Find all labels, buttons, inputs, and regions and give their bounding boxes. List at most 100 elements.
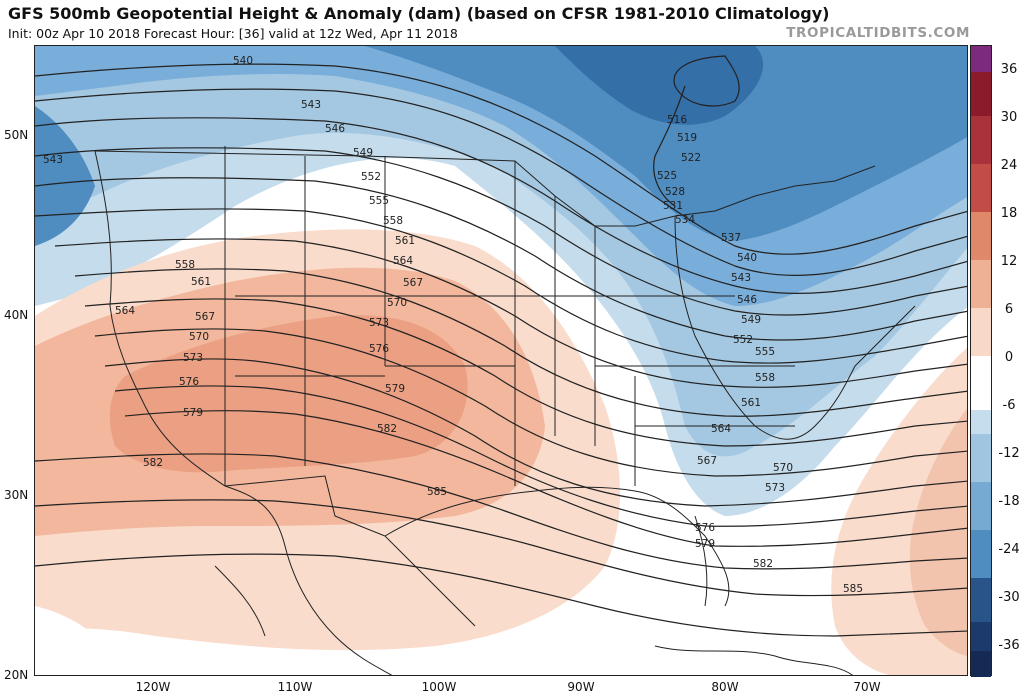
contour-label: 561	[395, 235, 415, 247]
contour-label: 567	[195, 311, 215, 323]
colorbar-segment	[971, 434, 991, 482]
contour-label: 567	[697, 455, 717, 467]
anomaly-negative-west	[35, 106, 95, 246]
contour-label: 570	[387, 297, 407, 309]
colorbar-tick: 12	[1000, 254, 1018, 269]
colorbar-tick: -24	[998, 542, 1020, 557]
colorbar-segment	[971, 622, 991, 651]
contour-label: 531	[663, 200, 683, 212]
map-title: GFS 500mb Geopotential Height & Anomaly …	[8, 4, 830, 23]
colorbar-tick: 6	[1004, 302, 1014, 317]
lon-label: 120W	[135, 680, 171, 694]
lon-label: 70W	[853, 680, 881, 694]
contour-label: 570	[773, 462, 793, 474]
brand-watermark[interactable]: TROPICALTIDBITS.COM	[786, 25, 970, 41]
map-subtitle: Init: 00z Apr 10 2018 Forecast Hour: [36…	[8, 26, 458, 41]
map-canvas: 540 543 546 549 552 555 558 561 564 567 …	[35, 46, 967, 675]
lat-label: 50N	[4, 128, 29, 142]
colorbar-tick: -18	[998, 494, 1020, 509]
contour-label: 582	[753, 558, 773, 570]
contour-label: 585	[843, 583, 863, 595]
anomaly-southwest-pocket	[35, 606, 124, 675]
contour-label: 558	[383, 215, 403, 227]
contour-label: 540	[737, 252, 757, 264]
contour-label: 582	[377, 423, 397, 435]
lon-label: 90W	[567, 680, 595, 694]
contour-label: 540	[233, 55, 253, 67]
contour-label: 534	[675, 214, 695, 226]
contour-label: 576	[695, 522, 715, 534]
contour-label: 519	[677, 132, 697, 144]
contour-label: 516	[667, 114, 687, 126]
contour-label: 570	[189, 331, 209, 343]
colorbar-segment	[971, 72, 991, 116]
contour-label: 564	[393, 255, 413, 267]
contour-label: 525	[657, 170, 677, 182]
contour-label: 582	[143, 457, 163, 469]
lon-label: 110W	[277, 680, 313, 694]
anomaly-positive-strong	[109, 315, 468, 473]
contour-label: 573	[183, 352, 203, 364]
contour-label: 579	[183, 407, 203, 419]
colorbar-tick: 18	[1000, 206, 1018, 221]
contour-label: 552	[361, 171, 381, 183]
contour-label: 543	[731, 272, 751, 284]
contour-label: 552	[733, 334, 753, 346]
colorbar-tick: 24	[1000, 158, 1018, 173]
contour-label: 537	[721, 232, 741, 244]
colorbar-segment	[971, 384, 991, 410]
anomaly-positive-east-inner	[909, 408, 967, 656]
lat-label: 30N	[4, 488, 29, 502]
colorbar-segment	[971, 410, 991, 434]
colorbar-segment	[971, 164, 991, 212]
contour-label: 576	[179, 376, 199, 388]
colorbar-tick: 0	[1004, 350, 1014, 365]
colorbar-segment	[971, 116, 991, 164]
contour-label: 549	[741, 314, 761, 326]
colorbar-segment	[971, 46, 991, 72]
contour-label: 555	[369, 195, 389, 207]
contour-label: 585	[427, 486, 447, 498]
contour-label: 579	[695, 538, 715, 550]
lat-label: 20N	[4, 668, 29, 682]
contour-label: 549	[353, 147, 373, 159]
contour-label: 555	[755, 346, 775, 358]
contour-label: 558	[755, 372, 775, 384]
height-contours	[35, 55, 967, 637]
contour-label: 564	[115, 305, 135, 317]
contour-label: 558	[175, 259, 195, 271]
lon-label: 100W	[421, 680, 457, 694]
lat-label: 40N	[4, 308, 29, 322]
contour-label: 522	[681, 152, 701, 164]
political-boundaries	[94, 146, 916, 675]
contour-label: 579	[385, 383, 405, 395]
contour-label: 573	[369, 317, 389, 329]
contour-labels: 540 543 546 549 552 555 558 561 564 567 …	[43, 55, 863, 595]
colorbar-segment	[971, 482, 991, 530]
contour-label: 567	[403, 277, 423, 289]
colorbar-tick: 36	[1000, 62, 1018, 77]
anomaly-colorbar	[970, 45, 992, 677]
map-panel: 540 543 546 549 552 555 558 561 564 567 …	[34, 45, 968, 676]
anomaly-negative-core	[555, 46, 764, 125]
colorbar-segment	[971, 212, 991, 260]
lon-label: 80W	[711, 680, 739, 694]
colorbar-segment	[971, 578, 991, 622]
colorbar-segment	[971, 530, 991, 578]
colorbar-segment	[971, 260, 991, 308]
colorbar-tick: -30	[998, 590, 1020, 605]
contour-label: 561	[191, 276, 211, 288]
contour-label: 573	[765, 482, 785, 494]
colorbar-tick: -36	[998, 638, 1020, 653]
contour-label: 576	[369, 343, 389, 355]
colorbar-segment	[971, 356, 991, 384]
colorbar-segment	[971, 308, 991, 356]
anomaly-negative-deeper	[365, 46, 967, 241]
contour-label: 543	[43, 154, 63, 166]
contour-label: 546	[737, 294, 757, 306]
contour-label: 564	[711, 423, 731, 435]
contour-label: 528	[665, 186, 685, 198]
colorbar-tick: -6	[1002, 398, 1016, 413]
colorbar-segment	[971, 651, 991, 677]
contour-label: 546	[325, 123, 345, 135]
